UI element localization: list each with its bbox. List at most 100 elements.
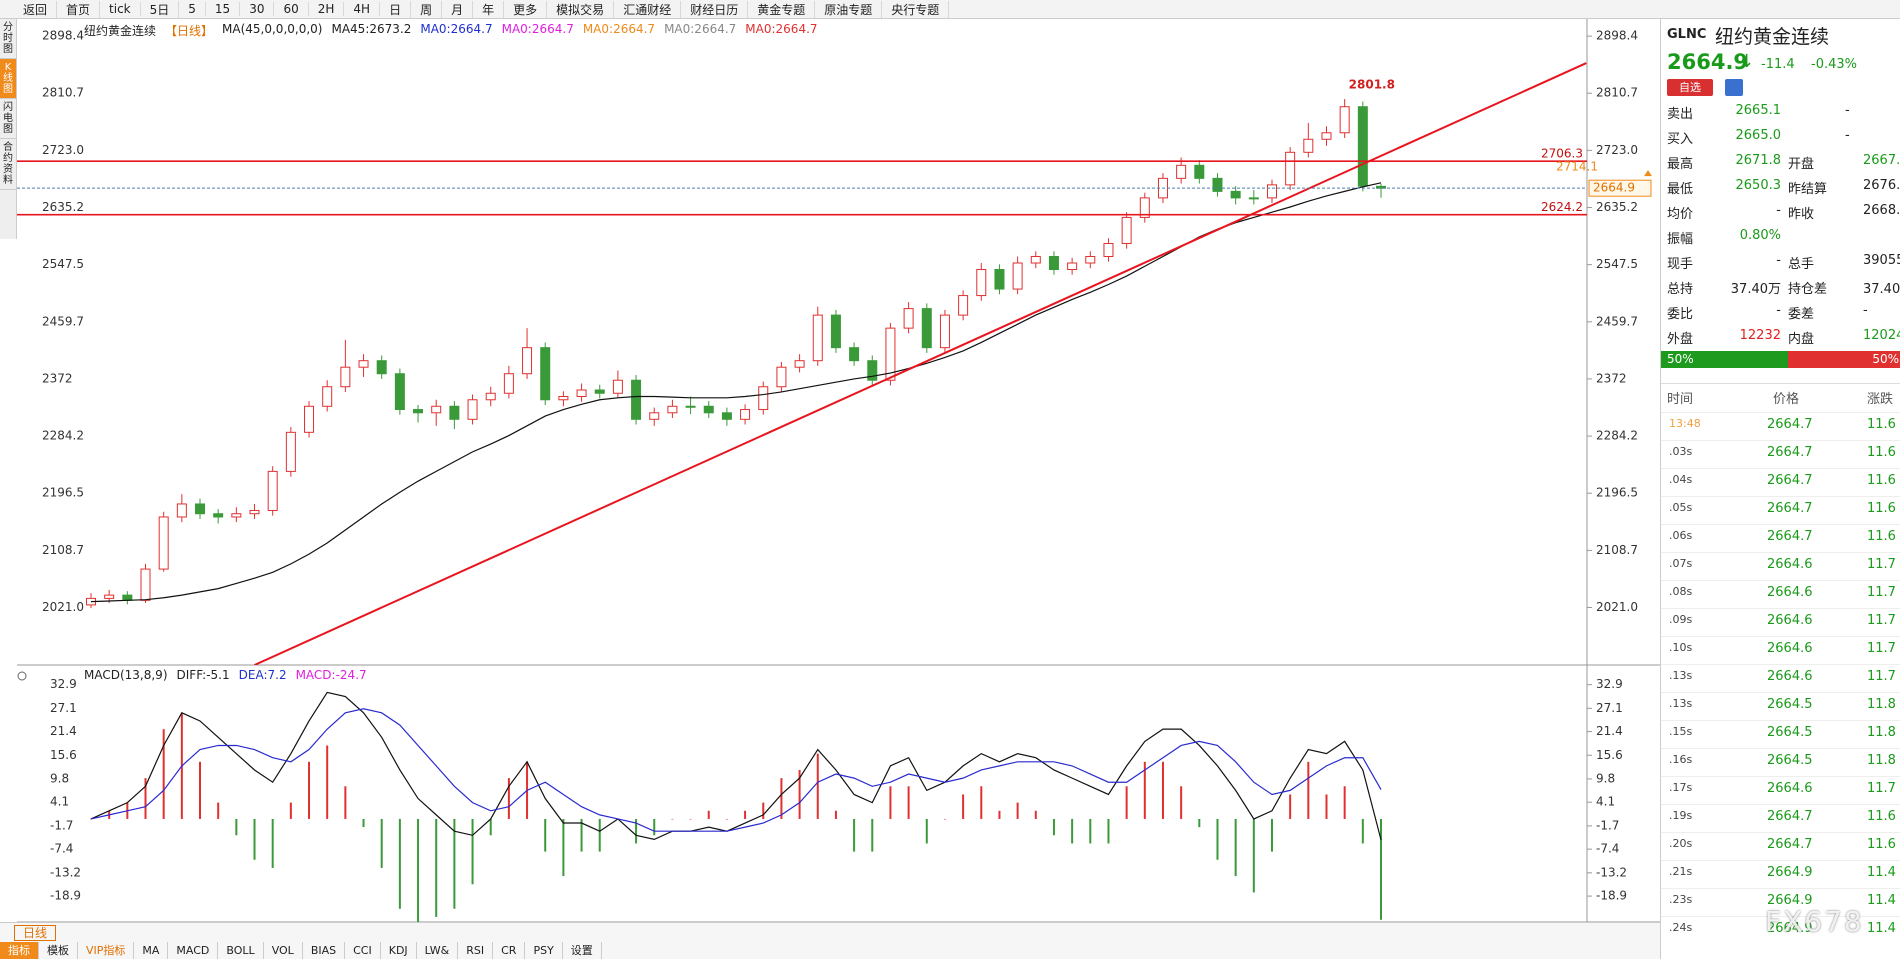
y-tick-label: 32.9 [1596,677,1623,691]
tab[interactable]: RSI [458,942,494,959]
toolbar-item[interactable]: tick [100,2,141,16]
candle-body [631,379,642,420]
candle-body [231,513,242,518]
trade-price: 2664.7 [1767,529,1813,544]
macd-header-item: MACD(13,8,9) [84,668,168,682]
toolbar-item[interactable]: 周 [411,0,443,18]
candle-body [849,347,860,362]
quote-cell: 2665.1 [1735,103,1782,118]
trade-row: .04s 2664.7 11.6 [1661,468,1900,493]
toolbar-item[interactable]: 15 [206,2,241,16]
panel-icon [17,671,27,681]
candle-body [1121,216,1132,244]
y-tick-label: 2284.2 [1596,429,1638,443]
price-box [1588,179,1652,197]
toolbar-item[interactable]: 月 [442,0,474,18]
toolbar-item[interactable]: 5 [179,2,206,16]
trade-price: 2664.6 [1767,641,1813,656]
quote-cell: 外盘 [1667,332,1694,347]
toolbar-item[interactable]: 黄金专题 [748,0,816,18]
side-tab[interactable]: 分时图 [0,19,16,59]
toolbar-item[interactable]: 汇通财经 [614,0,682,18]
trade-time: 13:48 [1669,417,1701,430]
toolbar-item[interactable]: 年 [473,0,505,18]
macd-line [90,708,1382,832]
ma-line [90,182,1382,603]
toolbar-item[interactable]: 首页 [57,0,101,18]
macd-bar [980,786,983,819]
candle-body [449,405,460,420]
macd-header: MACD(13,8,9) DIFF:-5.1 DEA:7.2 MACD:-24.7 [84,668,367,682]
tab[interactable]: 指标 [0,942,39,959]
macd-bar [253,818,256,860]
quote-cell: 开盘 [1788,157,1815,172]
tab[interactable]: MACD [168,942,219,959]
toolbar-item[interactable]: 30 [240,2,275,16]
y-tick-label: 2635.2 [1596,200,1638,214]
side-tab[interactable]: 闪电图 [0,99,16,139]
candle-body [1085,255,1096,264]
quote-cell: 2650.3 [1735,178,1782,193]
y-tick-label: 2196.5 [42,486,84,500]
toolbar-item[interactable]: 返回 [14,0,58,18]
side-tab[interactable]: K线图 [0,59,16,99]
trade-time: .15s [1669,725,1693,738]
y-tick-label: -1.7 [1596,818,1619,832]
fav-button[interactable]: 自选 [1667,79,1713,96]
ratio-buy: 50% [1661,351,1788,368]
tab[interactable]: CCI [345,942,381,959]
ratio-sell: 50% [1788,351,1900,368]
tab[interactable]: LW& [417,942,459,959]
candle-body [576,389,587,398]
change: -11.4 [1761,57,1795,72]
candle-body [249,509,260,515]
macd-header-item: DEA:7.2 [238,668,287,682]
toolbar-item[interactable]: 5日 [141,0,180,18]
toolbar-item[interactable]: 更多 [504,0,548,18]
candle-body [503,373,514,394]
toolbar-item[interactable]: 4H [344,2,381,16]
toolbar-item[interactable]: 财经日历 [681,0,749,18]
macd-bar [1307,761,1310,819]
tab[interactable]: MA [134,942,169,959]
toolbar-item[interactable]: 60 [274,2,309,16]
macd-bar [489,818,492,836]
trade-price: 2664.7 [1767,473,1813,488]
tab[interactable]: 设置 [563,942,602,959]
tab[interactable]: 模板 [39,942,78,959]
tab[interactable]: KDJ [381,942,417,959]
toolbar-item[interactable]: 原油专题 [815,0,883,18]
quote-row: 最低 2650.3 昨结算 2676.3 [1661,174,1900,199]
macd-bar [671,818,674,820]
tab[interactable]: BIAS [303,942,346,959]
toolbar-item[interactable]: 2H [309,2,345,16]
candle-body [1176,164,1187,179]
trade-price: 2664.6 [1767,613,1813,628]
side-tab[interactable]: 合约资料 [0,139,16,190]
alert-button[interactable] [1725,79,1743,96]
chart-header: 纽约黄金连续 【日线】 MA(45,0,0,0,0,0) MA45:2673.2 MA0… [84,22,818,39]
y-tick-label: -7.4 [1596,842,1619,856]
toolbar-item[interactable]: 日 [380,0,412,18]
trade-time: .17s [1669,781,1693,794]
trade-change: 11.7 [1867,781,1896,796]
tab[interactable]: VIP指标 [78,942,135,959]
y-tick-label: 15.6 [1596,748,1623,762]
period[interactable]: 日线 [14,925,57,941]
candle-body [758,386,769,411]
tab[interactable]: CR [493,942,526,959]
trade-header-cell: 价格 [1773,392,1800,407]
quote-row: 外盘 12232 内盘 12024 [1661,324,1900,349]
macd-bar [1180,786,1183,819]
toolbar-item[interactable]: 模拟交易 [547,0,615,18]
toolbar-item[interactable]: 央行专题 [882,0,950,18]
tab[interactable]: PSY [525,942,563,959]
header-item: MA45:2673.2 [331,22,412,36]
header-item: MA0:2664.7 [582,22,656,36]
tab[interactable]: BOLL [218,942,264,959]
macd-bar [598,818,601,852]
tab[interactable]: VOL [264,942,303,959]
y-tick-label: 27.1 [50,701,77,715]
candle-body [376,360,387,375]
trade-header: 时间 价格 涨跌 [1661,383,1900,408]
